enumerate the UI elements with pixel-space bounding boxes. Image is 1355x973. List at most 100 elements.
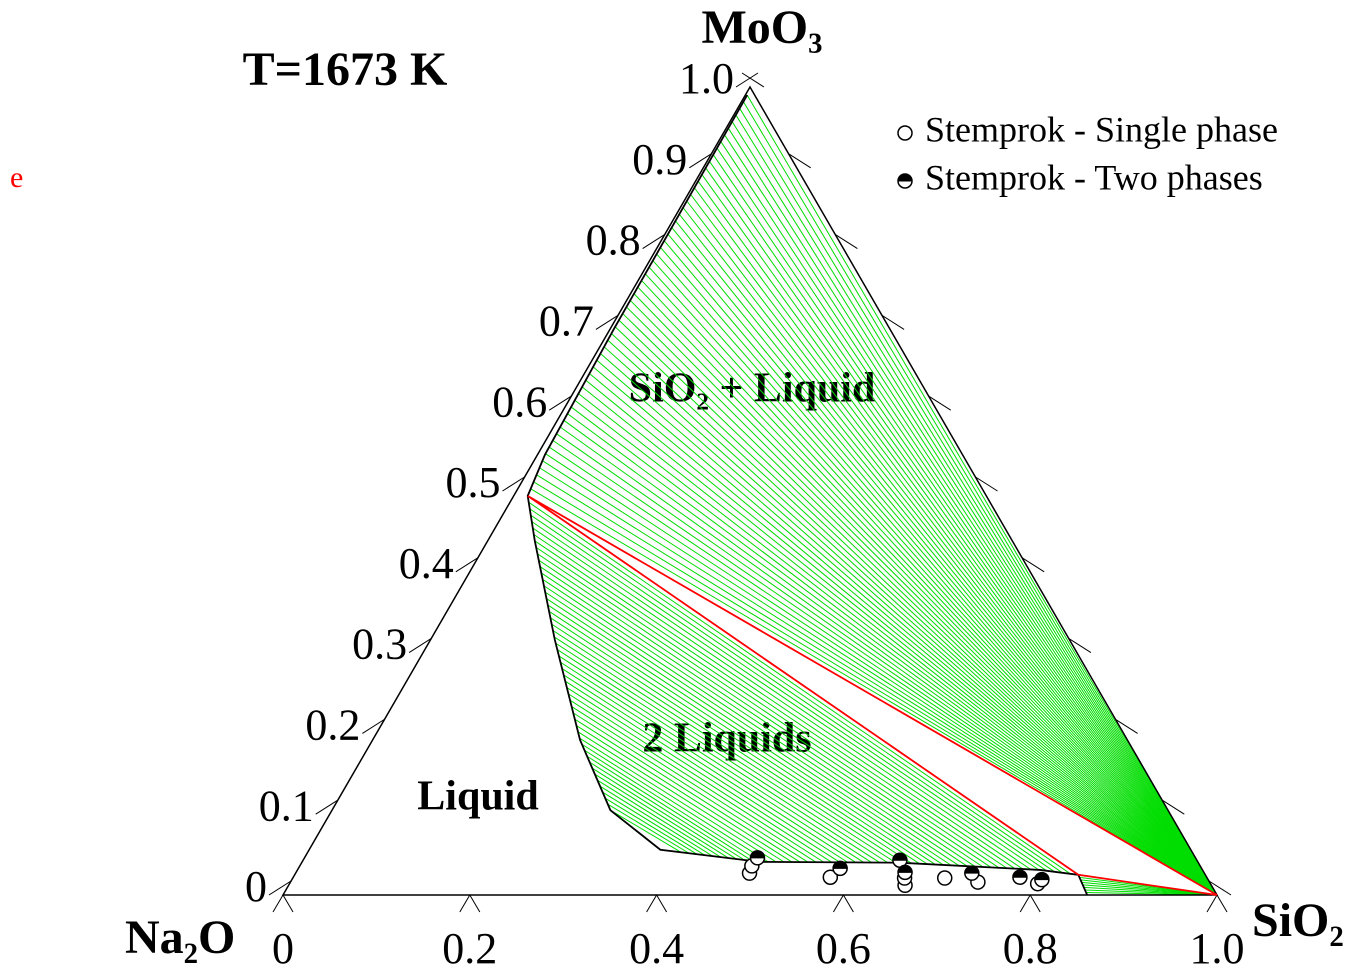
tie-line [578,393,1218,896]
tie-line [558,655,880,863]
tie-line [667,233,1218,896]
tie-line [533,481,1218,896]
tie-line [532,527,1040,871]
y-tick-label: 0.5 [446,458,501,507]
tie-line [586,755,753,862]
tie-line [555,642,896,864]
tie-line [637,286,1218,896]
tie-line [556,433,1218,896]
tick-mark [548,395,572,411]
phase-boundary [526,94,1088,896]
legend-label: Stemprok - Two phases [925,157,1263,197]
tie-line [547,604,944,866]
tick-mark [842,894,854,913]
tie-line [596,359,1218,896]
data-point [897,864,913,881]
tick-mark [315,799,338,815]
data-point [749,850,766,866]
tie-line [716,147,1218,896]
tie-line [693,187,1218,896]
tie-line [574,399,1218,896]
tick-mark [1206,894,1218,913]
tie-line [563,674,857,863]
data-point [897,173,913,189]
data-point [964,865,980,881]
tie-line [544,591,960,867]
data-point [897,125,913,141]
tick-mark [835,234,858,250]
x-tick-label: 0.6 [816,924,871,973]
tie-line [535,546,1016,870]
tie-line [592,366,1218,896]
marker-circle [897,125,913,141]
tie-line [545,453,1218,896]
tie-line [528,501,1071,875]
tie-line [548,610,936,865]
tie-line [656,253,1218,896]
tick-mark [595,314,619,330]
tick-mark [362,718,385,734]
tie-line [735,114,1218,896]
tie-line [536,474,1218,896]
tick-mark [788,153,811,169]
tie-line [682,207,1218,896]
tie-line [533,534,1032,870]
tie-line [671,227,1218,896]
tie-line [600,353,1218,896]
tie-line [603,346,1218,896]
marker-fill [964,865,980,874]
tie-line [543,585,968,867]
legend-label: Stemprok - Single phase [925,109,1278,149]
tie-line [539,467,1218,896]
tick-mark [268,880,292,896]
tick-mark [455,557,479,573]
tie-line [581,386,1218,896]
y-tick-label: 0 [245,862,267,911]
tie-line [641,280,1218,896]
region-label: Liquid [417,774,538,820]
tie-line [589,761,745,861]
tie-line [599,785,714,857]
tie-line [607,803,690,854]
tick-mark [646,894,658,913]
tie-line [660,247,1218,896]
tie-line [591,767,737,860]
tick-mark [1162,799,1185,815]
tie-line [678,213,1218,896]
tie-line [570,406,1218,896]
y-tick-label: 0.9 [632,135,687,184]
tick-mark [1021,557,1045,573]
x-tick-label: 0.4 [629,924,684,973]
tie-line [633,293,1218,896]
tie-line [531,521,1047,872]
phase-boundary [527,495,1218,896]
marker-fill [749,850,765,859]
tick-mark [1115,718,1138,734]
tie-line [629,299,1218,896]
y-tick-label: 0.4 [399,539,454,588]
tie-line [663,240,1218,896]
tie-line [546,598,952,866]
tie-line [622,313,1218,896]
tick-mark [1208,880,1232,896]
tick-mark [975,476,998,492]
tie-line [574,718,801,863]
region-label: SiO₂ + Liquid [629,366,876,412]
tie-line [742,101,1218,896]
tie-line [561,668,865,863]
marker-fill [892,852,908,861]
tie-line [566,687,841,863]
tick-mark [469,894,481,913]
tie-line [652,260,1218,896]
tie-line [597,779,721,858]
tie-line [577,731,785,863]
tie-line [537,553,1008,869]
tie-line [569,699,825,863]
tick-mark [832,894,844,913]
tie-line [686,200,1218,896]
tie-line [712,154,1218,896]
tie-line [567,413,1218,896]
data-point [832,860,848,877]
tie-line [675,220,1218,896]
